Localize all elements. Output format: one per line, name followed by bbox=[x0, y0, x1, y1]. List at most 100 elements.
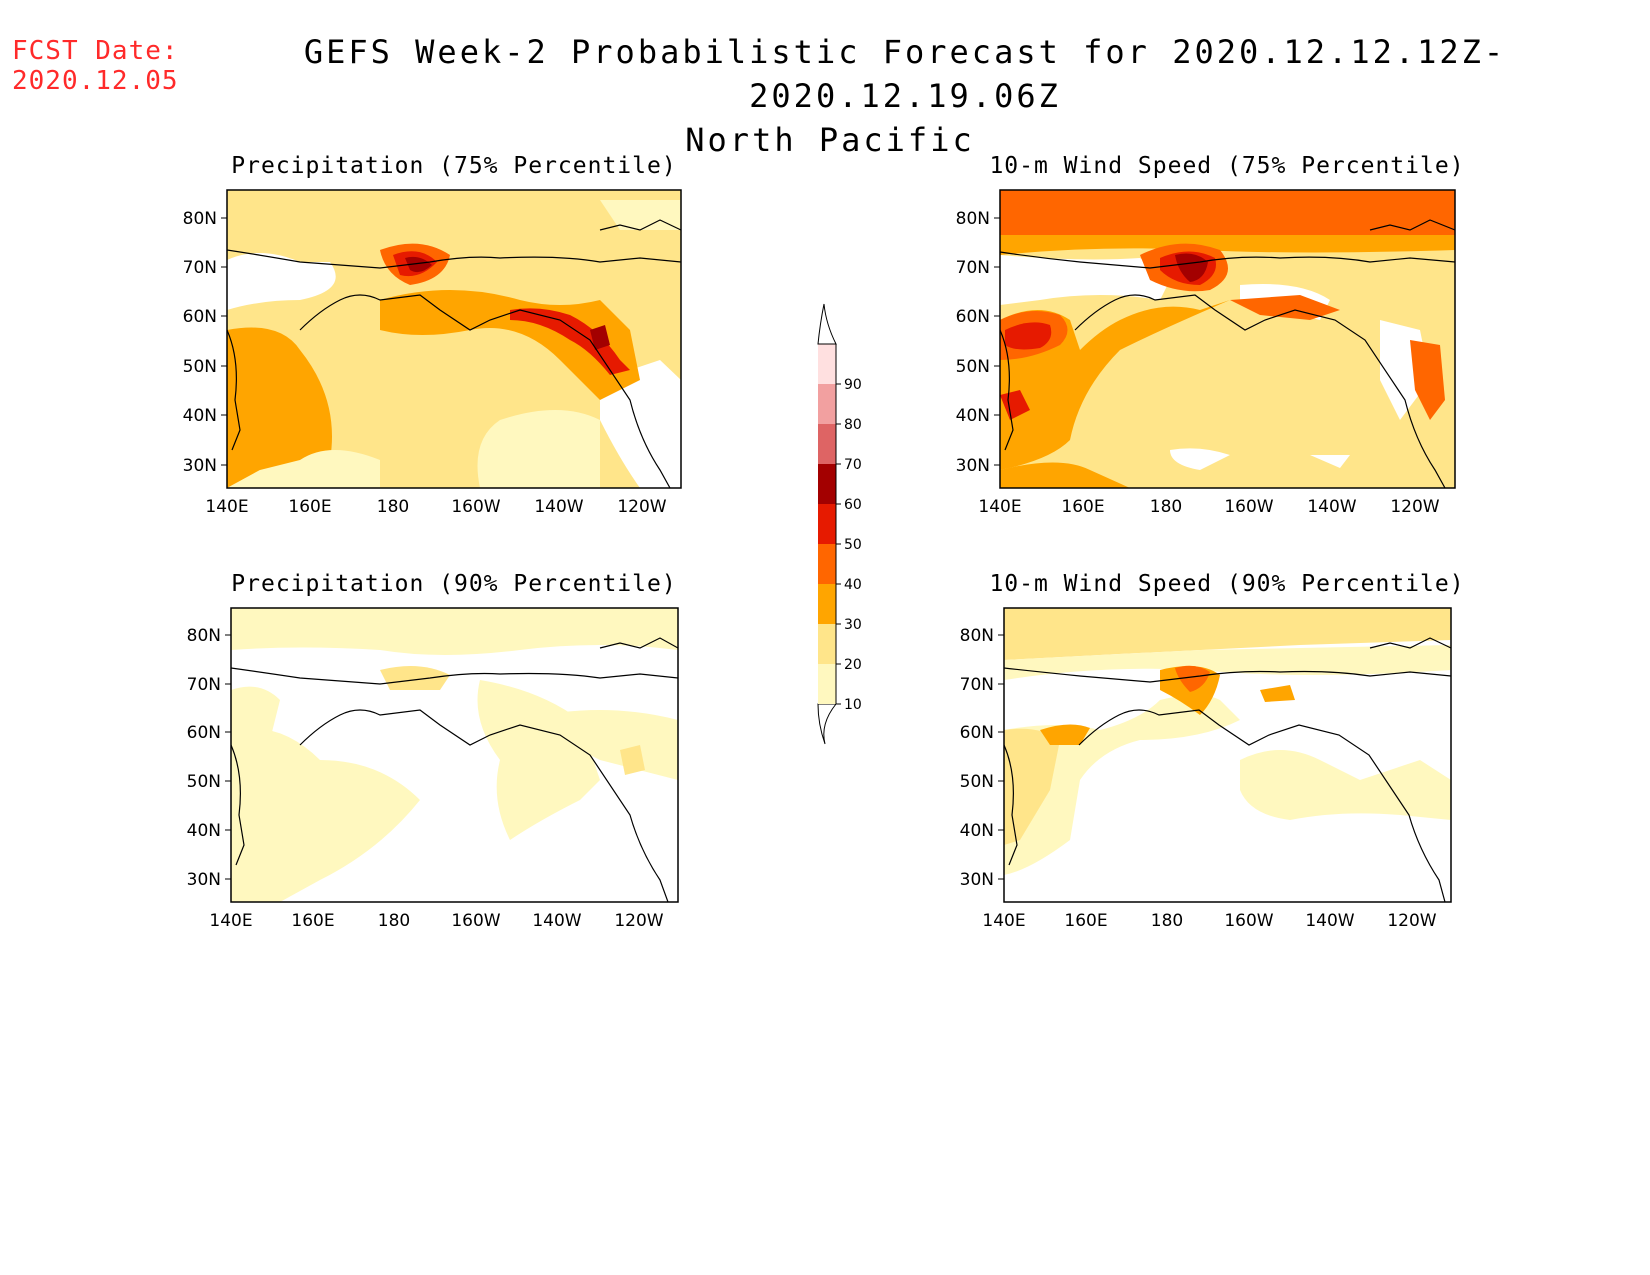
lat-ticks: 80N 70N 60N 50N 40N 30N bbox=[183, 209, 227, 476]
map-frame bbox=[1003, 607, 1452, 903]
forecast-date-label: FCST Date: bbox=[12, 36, 179, 66]
panel-wind-75: 10-m Wind Speed (75% Percentile) bbox=[956, 153, 1464, 517]
lon-label: 160E bbox=[1061, 497, 1104, 517]
shaded-field bbox=[231, 608, 678, 902]
lat-label: 70N bbox=[187, 675, 221, 695]
colorbar-swatch bbox=[818, 464, 836, 504]
panel-precip-90: Precipitation (90% Percentile) 80N 70N 6… bbox=[187, 571, 679, 931]
lat-label: 30N bbox=[183, 456, 217, 476]
lat-label: 40N bbox=[960, 821, 994, 841]
lat-ticks: 80N 70N 60N 50N 40N 30N bbox=[187, 626, 231, 890]
lon-label: 120W bbox=[1387, 911, 1436, 931]
lon-label: 180 bbox=[377, 497, 409, 517]
lat-label: 60N bbox=[187, 723, 221, 743]
colorbar-swatch bbox=[818, 504, 836, 544]
map-frame bbox=[226, 189, 682, 489]
lat-label: 60N bbox=[183, 307, 217, 327]
panel-title: Precipitation (90% Percentile) bbox=[231, 571, 676, 597]
panel-title: 10-m Wind Speed (75% Percentile) bbox=[989, 153, 1464, 179]
colorbar-swatch bbox=[818, 624, 836, 664]
panel-title: 10-m Wind Speed (90% Percentile) bbox=[989, 571, 1464, 597]
figure-region: North Pacific bbox=[685, 121, 975, 159]
lat-label: 50N bbox=[956, 357, 990, 377]
colorbar-swatch bbox=[818, 544, 836, 584]
lat-label: 30N bbox=[187, 870, 221, 890]
lon-ticks: 140E 160E 180 160W 140W 120W bbox=[205, 497, 666, 517]
lat-label: 30N bbox=[956, 456, 990, 476]
colorbar-label: 70 bbox=[844, 457, 862, 473]
lon-label: 180 bbox=[1151, 911, 1183, 931]
lon-label: 160W bbox=[1224, 497, 1273, 517]
lon-label: 180 bbox=[378, 911, 410, 931]
coastline bbox=[1000, 219, 1455, 488]
lon-label: 140W bbox=[1307, 497, 1356, 517]
lat-label: 80N bbox=[183, 209, 217, 229]
panel-precip-75: Precipitation (75% Percentile) bbox=[183, 153, 682, 517]
lon-label: 120W bbox=[617, 497, 666, 517]
shaded-field bbox=[1000, 190, 1455, 488]
coastline bbox=[227, 219, 681, 488]
lat-label: 80N bbox=[960, 626, 994, 646]
figure-title: GEFS Week-2 Probabilistic Forecast for 2… bbox=[303, 33, 1507, 115]
lon-label: 160W bbox=[451, 497, 500, 517]
lat-label: 70N bbox=[183, 258, 217, 278]
lon-label: 140E bbox=[978, 497, 1021, 517]
lon-label: 180 bbox=[1150, 497, 1182, 517]
lon-label: 160W bbox=[1224, 911, 1273, 931]
lon-label: 140E bbox=[209, 911, 252, 931]
panel-wind-90: 10-m Wind Speed (90% Percentile) 80N 70 bbox=[960, 571, 1464, 931]
colorbar-swatch bbox=[818, 584, 836, 624]
panel-title: Precipitation (75% Percentile) bbox=[231, 153, 676, 179]
colorbar-label: 80 bbox=[844, 417, 862, 433]
lat-ticks: 80N 70N 60N 50N 40N 30N bbox=[960, 626, 1004, 890]
forecast-date-value: 2020.12.05 bbox=[12, 66, 179, 96]
lon-label: 120W bbox=[614, 911, 663, 931]
lat-label: 30N bbox=[960, 870, 994, 890]
colorbar-top-cap bbox=[817, 303, 837, 345]
colorbar-label: 60 bbox=[844, 497, 862, 513]
lon-label: 160E bbox=[291, 911, 334, 931]
lon-label: 140W bbox=[1305, 911, 1354, 931]
map-frame bbox=[999, 189, 1456, 489]
lat-label: 40N bbox=[956, 406, 990, 426]
lat-label: 40N bbox=[183, 406, 217, 426]
lon-label: 160E bbox=[1064, 911, 1107, 931]
colorbar-swatch bbox=[818, 424, 836, 464]
lat-label: 40N bbox=[187, 821, 221, 841]
coastline bbox=[231, 637, 678, 902]
colorbar-label: 90 bbox=[844, 377, 862, 393]
lat-label: 60N bbox=[960, 723, 994, 743]
lat-ticks: 80N 70N 60N 50N 40N 30N bbox=[956, 209, 1000, 476]
shaded-field bbox=[1004, 608, 1451, 902]
lat-label: 70N bbox=[960, 675, 994, 695]
colorbar: 10 20 30 40 50 60 70 80 90 bbox=[817, 303, 862, 745]
colorbar-swatch bbox=[818, 664, 836, 704]
lon-ticks: 140E 160E 180 160W 140W 120W bbox=[982, 911, 1436, 931]
lon-ticks: 140E 160E 180 160W 140W 120W bbox=[978, 497, 1439, 517]
lon-label: 120W bbox=[1390, 497, 1439, 517]
colorbar-label: 30 bbox=[844, 617, 862, 633]
lon-label: 140E bbox=[205, 497, 248, 517]
colorbar-label: 50 bbox=[844, 537, 862, 553]
lat-label: 50N bbox=[183, 357, 217, 377]
colorbar-bottom-cap bbox=[817, 703, 838, 745]
colorbar-label: 10 bbox=[844, 697, 862, 713]
forecast-date-block: FCST Date: 2020.12.05 bbox=[12, 36, 179, 96]
lon-label: 140W bbox=[532, 911, 581, 931]
lat-label: 50N bbox=[960, 772, 994, 792]
coastline bbox=[1004, 637, 1451, 902]
lat-label: 80N bbox=[187, 626, 221, 646]
colorbar-swatch bbox=[818, 344, 836, 384]
shaded-field bbox=[227, 190, 681, 488]
lat-label: 80N bbox=[956, 209, 990, 229]
lon-label: 160W bbox=[451, 911, 500, 931]
lon-label: 160E bbox=[288, 497, 331, 517]
lat-label: 50N bbox=[187, 772, 221, 792]
lon-ticks: 140E 160E 180 160W 140W 120W bbox=[209, 911, 663, 931]
lon-label: 140W bbox=[534, 497, 583, 517]
colorbar-swatch bbox=[818, 384, 836, 424]
lon-label: 140E bbox=[982, 911, 1025, 931]
lat-label: 60N bbox=[956, 307, 990, 327]
map-frame bbox=[230, 607, 679, 903]
